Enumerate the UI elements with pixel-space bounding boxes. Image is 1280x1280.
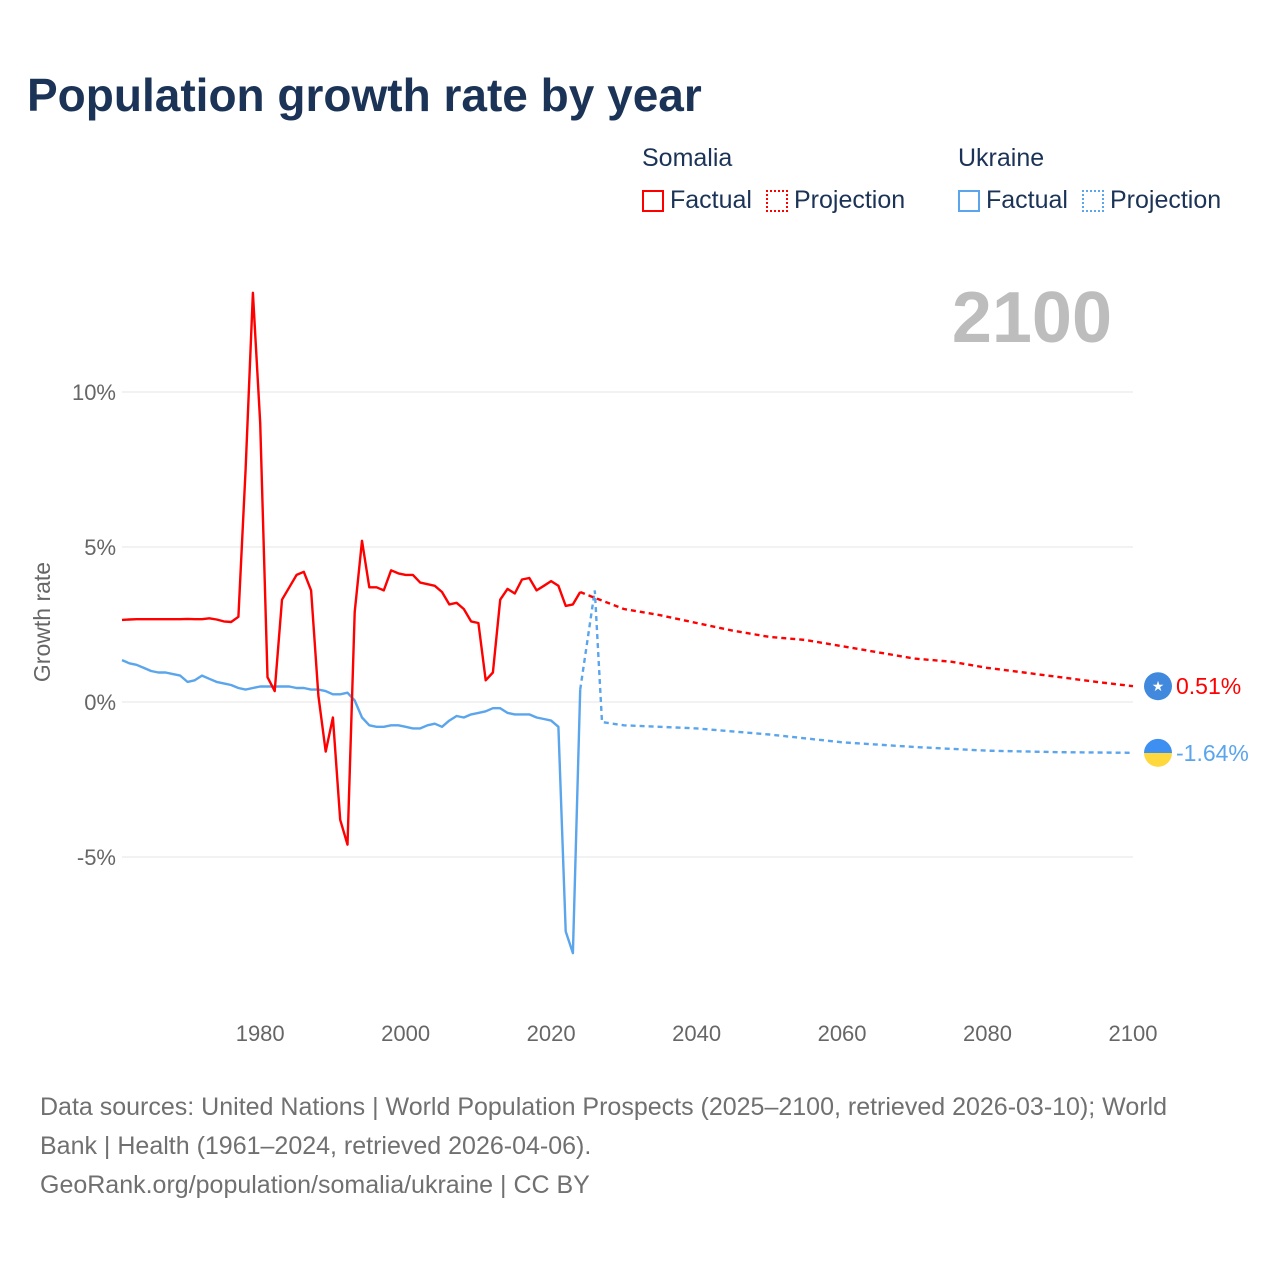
legend-somalia-factual[interactable]: Factual	[642, 186, 752, 215]
y-tick-label: 0%	[84, 690, 116, 715]
solid-swatch-icon	[958, 189, 980, 212]
year-label: 2100	[952, 278, 1112, 358]
somalia-flag-icon: ★	[1144, 672, 1172, 701]
chart-title: Population growth rate by year	[27, 69, 702, 121]
legend-label: Factual	[986, 186, 1068, 214]
legend-ukraine-projection[interactable]: Projection	[1081, 186, 1222, 215]
ukraine-end-label: -1.64%	[1176, 740, 1249, 766]
legend-group-name: Somalia	[642, 144, 733, 172]
dotted-swatch-icon	[1081, 189, 1104, 212]
svg-text:★: ★	[1152, 678, 1165, 694]
x-tick-label: 2100	[1109, 1021, 1158, 1046]
y-tick-label: 10%	[72, 380, 116, 405]
legend-group-ukraine: Ukraine Factual Projection	[958, 144, 1235, 219]
somalia-factual-line	[121, 291, 582, 846]
y-tick-label: 5%	[84, 535, 116, 560]
x-tick-label: 2080	[963, 1021, 1012, 1046]
x-tick-label: 2060	[818, 1021, 867, 1046]
legend-ukraine-factual[interactable]: Factual	[958, 186, 1068, 215]
source-link[interactable]: GeoRank.org/population/somalia/ukraine |…	[40, 1171, 590, 1199]
footer: Data sources: United Nations | World Pop…	[40, 1088, 1230, 1205]
x-tick-label: 2000	[381, 1021, 430, 1046]
legend-group-name: Ukraine	[958, 144, 1045, 172]
legend-label: Factual	[670, 186, 752, 214]
somalia-end-label: 0.51%	[1176, 673, 1241, 699]
legend-label: Projection	[793, 186, 906, 214]
legend-somalia-projection[interactable]: Projection	[765, 186, 906, 215]
y-axis-label: Growth rate	[29, 562, 55, 682]
x-tick-label: 1980	[236, 1021, 285, 1046]
y-tick-label: -5%	[77, 845, 116, 870]
ukraine-projection-line	[579, 590, 1134, 754]
solid-swatch-icon	[642, 189, 664, 212]
data-sources: Data sources: United Nations | World Pop…	[40, 1093, 1168, 1160]
legend-label: Projection	[1109, 186, 1222, 214]
legend-group-somalia: Somalia Factual Projection	[642, 144, 919, 219]
somalia-projection-line	[579, 590, 1134, 688]
x-tick-label: 2020	[527, 1021, 576, 1046]
ukraine-flag-icon	[1144, 738, 1172, 767]
x-tick-label: 2040	[672, 1021, 721, 1046]
dotted-swatch-icon	[765, 189, 788, 212]
